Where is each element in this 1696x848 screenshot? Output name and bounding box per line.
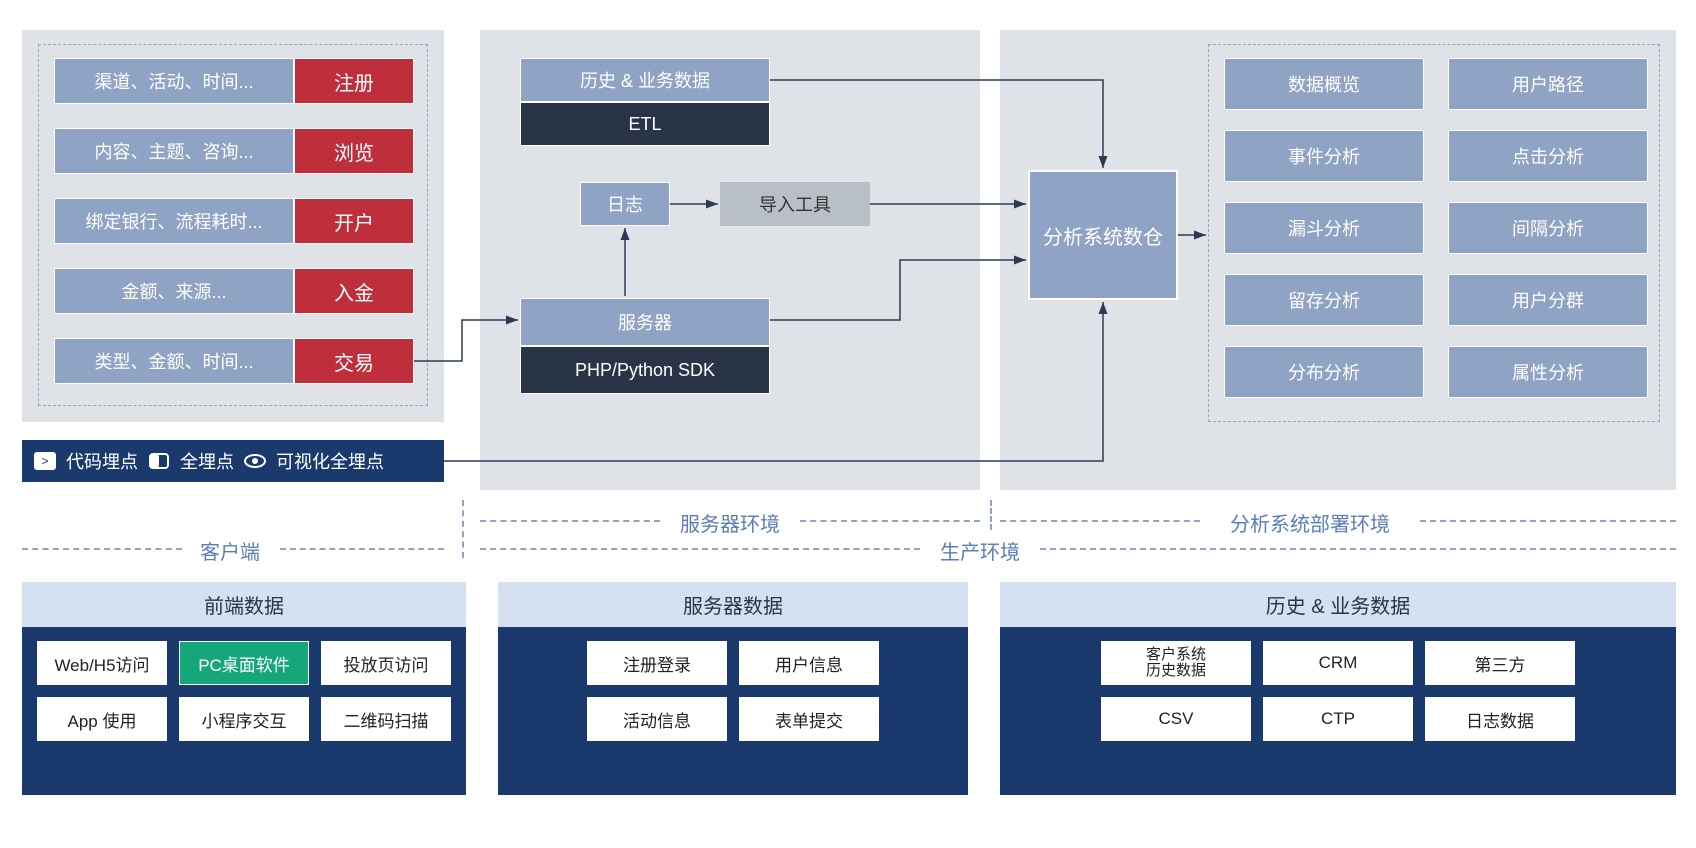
server-cell: 表单提交 (739, 697, 879, 741)
client-row-action: 浏览 (294, 128, 414, 174)
dash-client-right (280, 548, 444, 550)
analysis-cell: 留存分析 (1224, 274, 1424, 326)
frontend-cell: 小程序交互 (179, 697, 309, 741)
analysis-cell: 分布分析 (1224, 346, 1424, 398)
dash-client-left (22, 548, 182, 550)
full-tracking-icon (146, 450, 172, 472)
frontend-cell: Web/H5访问 (37, 641, 167, 685)
code-tracking-icon: > (32, 450, 58, 472)
label-client: 客户端 (190, 536, 270, 565)
analysis-cell: 属性分析 (1448, 346, 1648, 398)
dash-v-server (990, 500, 992, 530)
dash-prod-right (1040, 548, 1676, 550)
history-cell: CTP (1263, 697, 1413, 741)
dash-v-client (462, 500, 464, 558)
server-cell: 注册登录 (587, 641, 727, 685)
server-sdk-box: PHP/Python SDK (520, 346, 770, 394)
svg-text:>: > (41, 454, 48, 468)
tracking-bar: > 代码埋点 全埋点 可视化全埋点 (22, 440, 444, 482)
frontend-cell: 投放页访问 (321, 641, 451, 685)
server-body: 注册登录 用户信息 活动信息 表单提交 (498, 627, 968, 795)
server-cell: 活动信息 (587, 697, 727, 741)
dash-deploy-left (1000, 520, 1200, 522)
frontend-body: Web/H5访问 PC桌面软件 投放页访问 App 使用 小程序交互 二维码扫描 (22, 627, 466, 795)
warehouse-box: 分析系统数仓 (1028, 170, 1178, 300)
frontend-cell: 二维码扫描 (321, 697, 451, 741)
label-prod-env: 生产环境 (930, 536, 1030, 565)
frontend-table: 前端数据 Web/H5访问 PC桌面软件 投放页访问 App 使用 小程序交互 … (22, 582, 466, 795)
tracking-visual-label: 可视化全埋点 (276, 448, 384, 474)
etl-box: ETL (520, 102, 770, 146)
history-body: 客户系统 历史数据 CRM 第三方 CSV CTP 日志数据 (1000, 627, 1676, 795)
history-data-box: 历史 & 业务数据 (520, 58, 770, 102)
client-row-action: 注册 (294, 58, 414, 104)
client-row-desc: 渠道、活动、时间... (54, 58, 294, 104)
visual-tracking-icon (242, 450, 268, 472)
client-row-desc: 内容、主题、咨询... (54, 128, 294, 174)
client-row-action: 开户 (294, 198, 414, 244)
label-deploy-env: 分析系统部署环境 (1210, 508, 1410, 537)
client-row: 渠道、活动、时间... 注册 (54, 58, 414, 104)
analysis-cell: 用户分群 (1448, 274, 1648, 326)
dash-server-env-left (480, 520, 660, 522)
client-row-desc: 绑定银行、流程耗时... (54, 198, 294, 244)
analysis-cell: 点击分析 (1448, 130, 1648, 182)
client-row: 金额、来源... 入金 (54, 268, 414, 314)
client-row-action: 交易 (294, 338, 414, 384)
client-row-action: 入金 (294, 268, 414, 314)
history-table: 历史 & 业务数据 客户系统 历史数据 CRM 第三方 CSV CTP 日志数据 (1000, 582, 1676, 795)
history-header: 历史 & 业务数据 (1000, 582, 1676, 627)
history-cell: CRM (1263, 641, 1413, 685)
analysis-cell: 数据概览 (1224, 58, 1424, 110)
frontend-cell: App 使用 (37, 697, 167, 741)
analysis-cell: 漏斗分析 (1224, 202, 1424, 254)
dash-prod-left (480, 548, 920, 550)
server-table: 服务器数据 注册登录 用户信息 活动信息 表单提交 (498, 582, 968, 795)
server-box: 服务器 (520, 298, 770, 346)
dash-server-env-right (800, 520, 980, 522)
client-row: 绑定银行、流程耗时... 开户 (54, 198, 414, 244)
server-header: 服务器数据 (498, 582, 968, 627)
history-cell: 客户系统 历史数据 (1101, 641, 1251, 685)
dash-deploy-right (1420, 520, 1676, 522)
client-row: 内容、主题、咨询... 浏览 (54, 128, 414, 174)
client-row-desc: 金额、来源... (54, 268, 294, 314)
analysis-cell: 用户路径 (1448, 58, 1648, 110)
client-row: 类型、金额、时间... 交易 (54, 338, 414, 384)
analysis-cell: 事件分析 (1224, 130, 1424, 182)
frontend-cell: PC桌面软件 (179, 641, 309, 685)
import-tool-box: 导入工具 (720, 182, 870, 226)
server-cell: 用户信息 (739, 641, 879, 685)
history-cell: 第三方 (1425, 641, 1575, 685)
history-cell: CSV (1101, 697, 1251, 741)
tracking-code-label: 代码埋点 (66, 448, 138, 474)
client-row-desc: 类型、金额、时间... (54, 338, 294, 384)
history-cell: 日志数据 (1425, 697, 1575, 741)
label-server-env: 服务器环境 (670, 508, 790, 537)
analysis-cell: 间隔分析 (1448, 202, 1648, 254)
frontend-header: 前端数据 (22, 582, 466, 627)
tracking-full-label: 全埋点 (180, 448, 234, 474)
log-box: 日志 (580, 182, 670, 226)
